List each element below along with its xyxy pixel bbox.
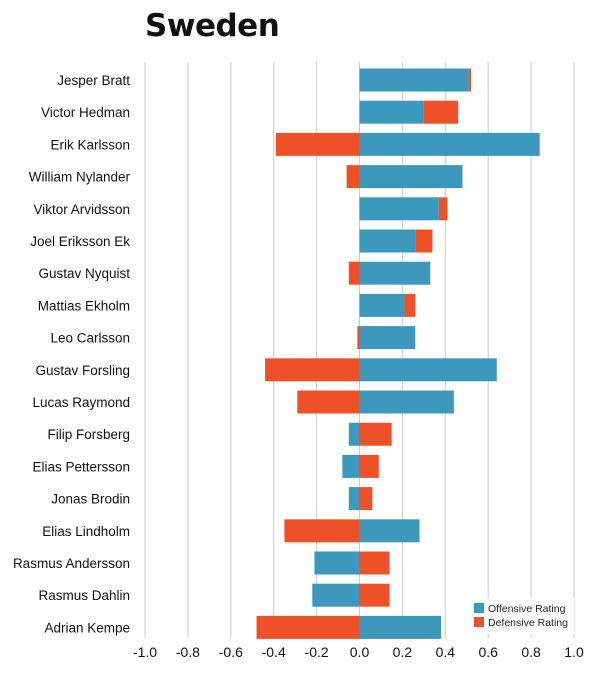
player-label: Viktor Arvidsson xyxy=(33,202,130,217)
legend-swatch-offensive xyxy=(474,603,484,613)
defensive-bar xyxy=(348,261,360,285)
player-label: Rasmus Dahlin xyxy=(38,588,130,603)
offensive-bar xyxy=(359,229,416,253)
defensive-bar xyxy=(423,100,459,124)
defensive-bar xyxy=(256,615,360,639)
defensive-bar xyxy=(357,326,360,350)
offensive-bar xyxy=(359,519,420,543)
offensive-bar xyxy=(359,326,416,350)
player-label: Adrian Kempe xyxy=(44,620,130,635)
x-tick-label: -0.8 xyxy=(176,644,200,660)
defensive-bar xyxy=(404,293,416,317)
x-tick-label: 0.0 xyxy=(350,644,370,660)
defensive-bar xyxy=(359,551,390,575)
defensive-bar xyxy=(359,422,392,446)
defensive-bar xyxy=(415,229,433,253)
player-labels: Jesper Bratt Victor Hedman Erik Karlsson Wi… xyxy=(13,73,131,635)
player-label: Jonas Brodin xyxy=(51,492,130,507)
x-tick-label: 0.6 xyxy=(478,644,498,660)
player-label: Elias Pettersson xyxy=(32,459,130,474)
player-label: Rasmus Andersson xyxy=(13,556,130,571)
defensive-bar xyxy=(284,519,360,543)
offensive-bar xyxy=(359,165,463,189)
x-tick-label: 1.0 xyxy=(564,644,584,660)
defensive-bar xyxy=(297,390,360,414)
player-label: Leo Carlsson xyxy=(50,331,130,346)
defensive-bar xyxy=(359,454,379,478)
offensive-bar xyxy=(342,454,360,478)
offensive-bar xyxy=(359,390,454,414)
bars xyxy=(256,68,540,639)
offensive-bar xyxy=(359,132,540,156)
defensive-bar xyxy=(359,487,373,511)
defensive-bar xyxy=(468,68,472,92)
offensive-bar xyxy=(348,422,360,446)
legend-label-offensive: Offensive Rating xyxy=(488,603,566,615)
x-tick-label: 0.8 xyxy=(521,644,541,660)
defensive-bar xyxy=(346,165,360,189)
offensive-bar xyxy=(359,68,469,92)
defensive-bar xyxy=(265,358,360,382)
gridlines xyxy=(144,62,575,638)
offensive-bar xyxy=(359,261,431,285)
player-label: Lucas Raymond xyxy=(32,395,130,410)
defensive-bar xyxy=(275,132,360,156)
offensive-bar xyxy=(348,487,360,511)
player-label: Filip Forsberg xyxy=(47,427,130,442)
x-tick-label: 0.4 xyxy=(436,644,456,660)
x-tick-label: 0.2 xyxy=(393,644,413,660)
player-label: Victor Hedman xyxy=(41,105,130,120)
chart-title: Sweden xyxy=(145,8,280,44)
legend: Offensive Rating Defensive Rating xyxy=(468,598,574,634)
defensive-bar xyxy=(438,197,448,221)
player-label: Gustav Nyquist xyxy=(38,266,130,281)
offensive-bar xyxy=(359,197,439,221)
player-label: Joel Eriksson Ek xyxy=(30,234,130,249)
x-tick-label: -0.4 xyxy=(262,644,286,660)
offensive-bar xyxy=(359,615,442,639)
x-axis-ticks: -1.0 -0.8 -0.6 -0.4 -0.2 0.0 0.2 0.4 0.6 0.8 1.0 xyxy=(133,644,584,660)
offensive-bar xyxy=(359,358,497,382)
offensive-bar xyxy=(314,551,360,575)
player-label: Jesper Bratt xyxy=(57,73,130,88)
defensive-bar xyxy=(359,583,390,607)
offensive-bar xyxy=(312,583,360,607)
x-tick-label: -0.6 xyxy=(219,644,243,660)
offensive-bar xyxy=(359,293,405,317)
x-tick-label: -1.0 xyxy=(133,644,157,660)
player-label: Erik Karlsson xyxy=(50,137,130,152)
offensive-bar xyxy=(359,100,424,124)
legend-swatch-defensive xyxy=(474,617,484,627)
player-label: Mattias Ekholm xyxy=(38,298,130,313)
player-label: Elias Lindholm xyxy=(42,524,130,539)
legend-label-defensive: Defensive Rating xyxy=(488,617,568,629)
x-tick-label: -0.2 xyxy=(305,644,329,660)
legend-background xyxy=(468,598,574,634)
player-label: William Nylander xyxy=(29,170,131,185)
player-label: Gustav Forsling xyxy=(35,363,130,378)
